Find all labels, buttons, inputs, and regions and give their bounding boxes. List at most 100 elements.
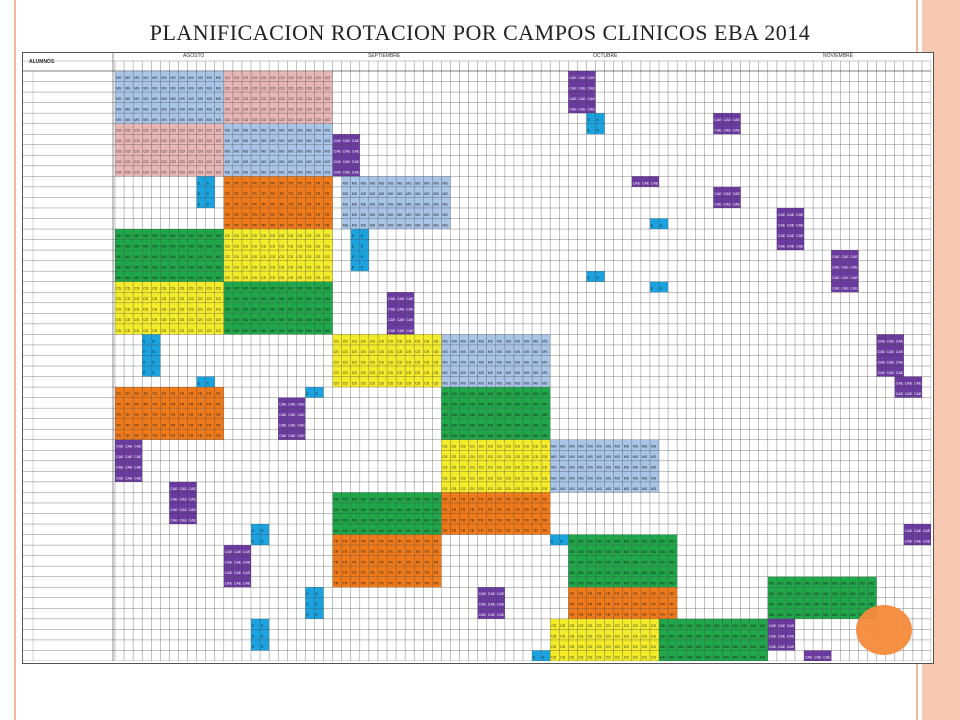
schedule-cell-tr [323, 197, 333, 208]
schedule-cell-tr [260, 176, 270, 187]
schedule-cell-cae [767, 639, 777, 651]
schedule-cell-code: TR [252, 213, 257, 217]
schedule-cell-code: CO [189, 171, 195, 175]
schedule-cell-tr [142, 429, 152, 440]
schedule-cell-md [178, 271, 188, 282]
schedule-cell-code: MD [225, 318, 231, 322]
schedule-cell-cae [568, 92, 578, 103]
schedule-cell-code: CAE [479, 603, 487, 607]
schedule-cell-cs [169, 292, 179, 303]
schedule-cell-code: CS [270, 276, 276, 280]
schedule-cell-code: CS [651, 624, 657, 628]
schedule-cell-code: TR [479, 497, 484, 501]
schedule-cell-md [659, 576, 669, 588]
month-august: AGOSTO [183, 53, 205, 59]
schedule-cell-cs [387, 344, 397, 356]
schedule-cell-cs [323, 229, 333, 240]
schedule-cell-co [124, 144, 134, 156]
schedule-cell-code: MD [642, 539, 648, 543]
schedule-cell-md [523, 387, 533, 398]
schedule-cell-md [541, 418, 551, 430]
schedule-cell-cs [187, 323, 197, 335]
month-november: NOVIEMBRE [823, 53, 854, 59]
schedule-cell-md [541, 429, 551, 440]
schedule-cell-code: CAE [832, 276, 840, 280]
schedule-cell-code: TR [279, 223, 284, 227]
schedule-cell-code: CS [615, 634, 621, 638]
schedule-cell-md [867, 597, 877, 609]
schedule-cell-ms [613, 439, 623, 451]
schedule-cell-tr [323, 207, 333, 219]
schedule-cell-co [251, 102, 261, 114]
schedule-cell-code: MD [533, 403, 539, 407]
schedule-cell-code: CS [560, 624, 566, 628]
schedule-cell-md [160, 271, 170, 282]
schedule-cell-ms [196, 71, 206, 82]
schedule-cell-code: MD [216, 255, 222, 259]
schedule-cell-code: MD [832, 613, 838, 617]
schedule-cell-code: MS [433, 181, 439, 185]
schedule-cell-code: MD [769, 603, 775, 607]
schedule-cell-cae [115, 450, 125, 461]
schedule-cell-cae [477, 587, 487, 598]
schedule-cell-tr [223, 207, 233, 219]
schedule-cell-code: CS [633, 655, 639, 659]
schedule-cell-ms [504, 376, 514, 388]
schedule-cell-e [350, 250, 360, 261]
schedule-cell-cs [196, 281, 206, 293]
schedule-cell-code: CO [207, 171, 213, 175]
schedule-cell-ms [486, 344, 496, 356]
schedule-cell-code: CO [125, 129, 131, 133]
schedule-cell-code: MD [606, 571, 612, 575]
schedule-cell-code: CO [225, 108, 231, 112]
schedule-cell-code: MS [261, 150, 267, 154]
schedule-cell-code: MS [315, 160, 321, 164]
schedule-cell-code: MS [497, 350, 503, 354]
schedule-cell-code: MD [470, 392, 476, 396]
schedule-cell-tr [459, 513, 469, 525]
schedule-cell-code: MS [125, 108, 131, 112]
schedule-cell-code: MD [488, 434, 494, 438]
schedule-cell-code: MD [796, 603, 802, 607]
schedule-cell-tr [287, 176, 297, 187]
schedule-cell-code: MD [270, 329, 276, 333]
schedule-cell-ms [541, 355, 551, 366]
schedule-cell-code: CO [297, 108, 303, 112]
schedule-cell-code: MD [578, 582, 584, 586]
schedule-cell-code: CAE [479, 613, 487, 617]
schedule-cell-code: MD [850, 603, 856, 607]
schedule-cell-code: CS [225, 276, 231, 280]
schedule-cell-cae [840, 281, 850, 293]
schedule-cell-ms [314, 155, 324, 166]
schedule-cell-code: CAE [343, 160, 351, 164]
schedule-cell-code: MD [161, 266, 167, 270]
schedule-cell-code: MD [587, 539, 593, 543]
schedule-cell-md [223, 281, 233, 293]
schedule-cell-code: MD [705, 655, 711, 659]
schedule-cell-cae [912, 387, 922, 398]
schedule-cell-code: CAE [179, 487, 187, 491]
schedule-cell-code: MS [288, 139, 294, 143]
schedule-cell-code: CAE [388, 329, 396, 333]
schedule-cell-md [377, 502, 387, 514]
schedule-cell-md [749, 629, 759, 640]
schedule-cell-tr [287, 218, 297, 230]
schedule-cell-ms [441, 197, 451, 208]
schedule-cell-code: MS [225, 150, 231, 154]
schedule-cell-cae [178, 492, 188, 503]
schedule-cell-cs [142, 281, 152, 293]
schedule-cell-code: CO [216, 129, 222, 133]
schedule-cell-md [668, 545, 678, 556]
schedule-cell-ms [477, 334, 487, 345]
schedule-cell-code: MS [497, 381, 503, 385]
schedule-cell-tr [631, 608, 641, 619]
schedule-cell-cae [713, 186, 723, 198]
schedule-cell-code: CS [506, 476, 512, 480]
schedule-cell-cae [795, 239, 805, 251]
schedule-cell-code: MS [578, 455, 584, 459]
schedule-cell-cs [504, 460, 514, 472]
schedule-cell-code: MD [252, 287, 258, 291]
schedule-cell-code: MS [379, 213, 385, 217]
schedule-cell-cae [169, 492, 179, 503]
schedule-cell-code: CO [288, 76, 294, 80]
